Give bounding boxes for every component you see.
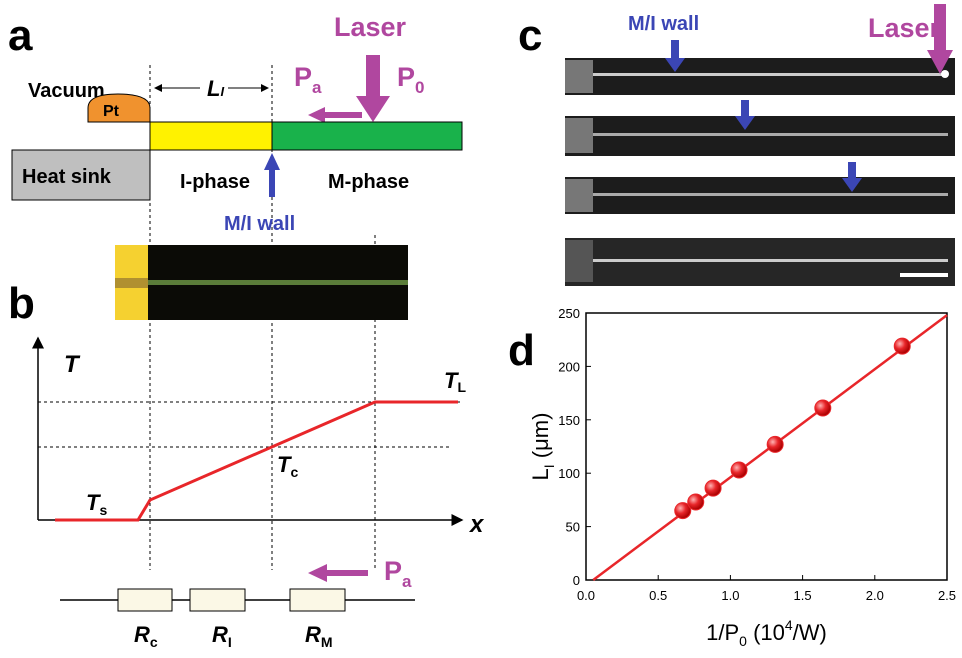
tc-label: Tc — [277, 452, 298, 480]
data-point — [767, 436, 783, 452]
x-tick-label: 1.0 — [721, 588, 739, 603]
wall-label: M/I wall — [628, 13, 699, 35]
pa-label: Pa — [294, 62, 322, 97]
y-tick-label: 100 — [558, 466, 580, 481]
x-tick-label: 0.0 — [577, 588, 595, 603]
pa-label: Pa — [384, 556, 412, 591]
panel-label: c — [518, 11, 542, 60]
x-tick-label: 1.5 — [794, 588, 812, 603]
tl-label: TL — [444, 368, 466, 395]
y-tick-label: 0 — [573, 573, 580, 588]
data-point — [731, 462, 747, 478]
data-point — [705, 480, 721, 496]
figure: a b c d Laser Vacuum LI Pa P0 Pt Heat si… — [0, 0, 962, 653]
panel-b: T x TL Tc Ts Rc RI RM Pa — [38, 245, 485, 650]
m-phase-label: M-phase — [328, 171, 409, 193]
y-tick-label: 50 — [566, 520, 580, 535]
x-tick-label: 2.5 — [938, 588, 956, 603]
chart: 0.0 0.5 1.0 1.5 2.0 2.5 0 50 100 150 200 250 1/P0 (1… — [528, 306, 956, 649]
laser-label: Laser — [868, 13, 941, 43]
data-point — [815, 400, 831, 416]
y-axis-label: LI (μm) — [528, 413, 557, 481]
i-phase-label: I-phase — [180, 171, 250, 193]
length-label: LI — [207, 76, 224, 101]
pt-label: Pt — [103, 103, 120, 120]
laser-label: Laser — [334, 12, 407, 42]
data-point — [688, 494, 704, 510]
y-tick-label: 200 — [558, 359, 580, 374]
y-tick-label: 150 — [558, 413, 580, 428]
panel-label: a — [8, 11, 33, 60]
panel-label: b — [8, 279, 35, 328]
rc-label: Rc — [134, 622, 158, 650]
panel-c: M/I wall Laser — [565, 4, 955, 286]
wall-label: M/I wall — [224, 213, 295, 235]
p0-label: P0 — [397, 62, 424, 97]
x-tick-label: 2.0 — [866, 588, 884, 603]
data-point — [894, 338, 910, 354]
x-tick-label: 0.5 — [649, 588, 667, 603]
y-tick-label: 250 — [558, 306, 580, 321]
panel-label: d — [508, 326, 535, 375]
heat-sink-label: Heat sink — [22, 166, 112, 188]
plot-frame — [586, 313, 947, 580]
x-axis-label: 1/P0 (104/W) — [706, 617, 827, 649]
x-axis-label: x — [468, 511, 485, 538]
ts-label: Ts — [86, 490, 107, 518]
t-axis-label: T — [64, 351, 81, 378]
ri-label: RI — [212, 622, 232, 650]
rm-label: RM — [305, 622, 333, 650]
